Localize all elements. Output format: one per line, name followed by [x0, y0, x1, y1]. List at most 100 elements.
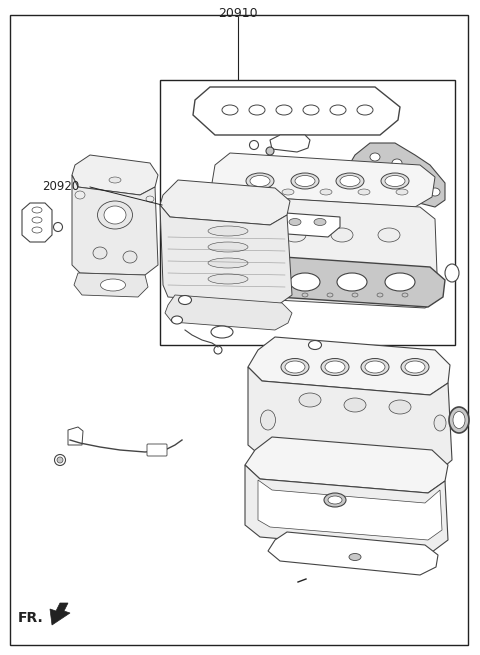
Polygon shape	[22, 203, 52, 242]
Polygon shape	[258, 480, 442, 540]
Ellipse shape	[276, 105, 292, 115]
Ellipse shape	[358, 189, 370, 195]
Ellipse shape	[320, 189, 332, 195]
Polygon shape	[218, 209, 340, 237]
Ellipse shape	[208, 258, 248, 268]
Ellipse shape	[252, 293, 258, 297]
Ellipse shape	[239, 219, 251, 225]
Ellipse shape	[281, 358, 309, 375]
Ellipse shape	[290, 273, 320, 291]
Ellipse shape	[365, 361, 385, 373]
Ellipse shape	[109, 177, 121, 183]
Polygon shape	[245, 437, 448, 493]
Text: FR.: FR.	[18, 611, 44, 625]
Ellipse shape	[261, 410, 276, 430]
Ellipse shape	[250, 176, 270, 187]
Polygon shape	[245, 465, 448, 552]
Ellipse shape	[328, 496, 342, 504]
Ellipse shape	[449, 407, 469, 433]
Ellipse shape	[55, 455, 65, 466]
Ellipse shape	[361, 358, 389, 375]
Ellipse shape	[401, 358, 429, 375]
Ellipse shape	[453, 411, 465, 428]
Ellipse shape	[266, 147, 274, 155]
Ellipse shape	[430, 188, 440, 196]
Ellipse shape	[208, 274, 248, 284]
Polygon shape	[205, 253, 445, 307]
Ellipse shape	[349, 553, 361, 561]
Polygon shape	[193, 87, 400, 135]
Ellipse shape	[284, 228, 306, 242]
Ellipse shape	[337, 273, 367, 291]
Polygon shape	[248, 367, 452, 472]
Ellipse shape	[445, 264, 459, 282]
Ellipse shape	[285, 361, 305, 373]
Ellipse shape	[357, 105, 373, 115]
Ellipse shape	[412, 173, 422, 181]
Ellipse shape	[402, 293, 408, 297]
Polygon shape	[160, 180, 290, 225]
Ellipse shape	[330, 105, 346, 115]
Polygon shape	[72, 155, 158, 195]
Ellipse shape	[336, 173, 364, 189]
Ellipse shape	[32, 207, 42, 213]
Polygon shape	[268, 532, 438, 575]
Ellipse shape	[340, 176, 360, 187]
Ellipse shape	[214, 346, 222, 354]
Ellipse shape	[295, 176, 315, 187]
Ellipse shape	[385, 273, 415, 291]
Polygon shape	[165, 295, 292, 330]
FancyBboxPatch shape	[160, 80, 455, 345]
Ellipse shape	[324, 493, 346, 507]
Ellipse shape	[250, 141, 259, 149]
Ellipse shape	[282, 189, 294, 195]
Ellipse shape	[32, 227, 42, 233]
Ellipse shape	[352, 293, 358, 297]
Ellipse shape	[222, 105, 238, 115]
Ellipse shape	[396, 189, 408, 195]
Ellipse shape	[208, 226, 248, 236]
Ellipse shape	[244, 189, 256, 195]
Ellipse shape	[434, 415, 446, 431]
Ellipse shape	[385, 176, 405, 187]
Ellipse shape	[264, 219, 276, 225]
Ellipse shape	[277, 293, 283, 297]
Polygon shape	[270, 135, 310, 152]
Polygon shape	[212, 153, 435, 207]
Ellipse shape	[237, 228, 259, 242]
Ellipse shape	[104, 206, 126, 224]
Polygon shape	[248, 337, 450, 395]
Ellipse shape	[327, 293, 333, 297]
Ellipse shape	[405, 361, 425, 373]
Polygon shape	[74, 273, 148, 297]
Polygon shape	[50, 603, 70, 625]
Text: 20910: 20910	[218, 7, 258, 20]
Ellipse shape	[208, 242, 248, 252]
Polygon shape	[348, 143, 445, 207]
Ellipse shape	[243, 273, 273, 291]
Ellipse shape	[32, 217, 42, 223]
Ellipse shape	[389, 400, 411, 414]
Ellipse shape	[331, 228, 353, 242]
Ellipse shape	[299, 393, 321, 407]
Ellipse shape	[97, 201, 132, 229]
Ellipse shape	[100, 279, 125, 291]
Ellipse shape	[246, 173, 274, 189]
FancyBboxPatch shape	[10, 15, 468, 645]
Ellipse shape	[57, 457, 63, 463]
Ellipse shape	[93, 247, 107, 259]
Ellipse shape	[291, 173, 319, 189]
Ellipse shape	[123, 251, 137, 263]
Ellipse shape	[303, 105, 319, 115]
Ellipse shape	[211, 326, 233, 338]
Ellipse shape	[325, 361, 345, 373]
Ellipse shape	[381, 173, 409, 189]
Ellipse shape	[53, 223, 62, 231]
Polygon shape	[212, 183, 438, 308]
Polygon shape	[160, 205, 292, 305]
Ellipse shape	[314, 219, 326, 225]
Ellipse shape	[75, 191, 85, 199]
Ellipse shape	[377, 293, 383, 297]
Ellipse shape	[179, 295, 192, 305]
Ellipse shape	[227, 293, 233, 297]
